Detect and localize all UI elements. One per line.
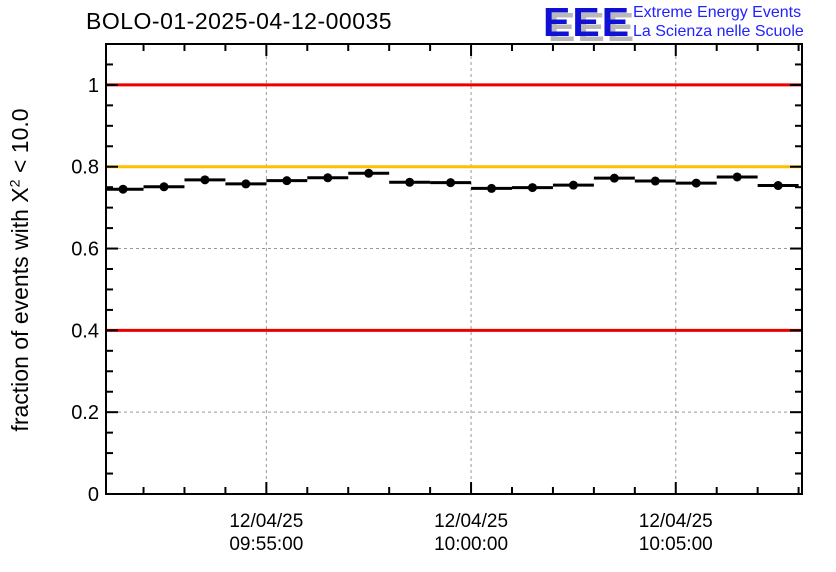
y-axis-title-superscript: 2	[7, 179, 24, 188]
chart-title: BOLO-01-2025-04-12-00035	[86, 8, 393, 34]
x-tick-label-date: 12/04/25	[229, 511, 303, 532]
data-point-marker	[609, 173, 619, 183]
x-tick-label-date: 12/04/25	[434, 511, 508, 532]
data-point-marker	[405, 177, 415, 187]
eee-logo-tagline: Extreme Energy Events La Scienza nelle S…	[633, 3, 804, 41]
x-tick-label-time: 10:05:00	[639, 534, 713, 555]
eee-logo-acronym: EEE	[543, 0, 632, 45]
data-point-marker	[241, 179, 251, 189]
eee-logo-tagline-line1: Extreme Energy Events	[633, 4, 802, 21]
data-point-marker	[159, 182, 169, 192]
data-point-marker	[118, 184, 128, 194]
y-tick-label: 0.4	[71, 320, 99, 342]
y-tick-label: 0.2	[71, 402, 99, 424]
data-point-marker	[487, 183, 497, 193]
y-tick-label: 0.6	[71, 239, 99, 261]
x-tick-label-date: 12/04/25	[639, 511, 713, 532]
data-point-marker	[650, 176, 660, 186]
y-tick-label: 0.8	[71, 157, 99, 179]
data-point-marker	[773, 181, 783, 191]
x-tick-label-time: 10:00:00	[434, 534, 508, 555]
y-axis-title: fraction of events with X2 < 10.0	[7, 40, 35, 500]
data-point-marker	[732, 172, 742, 182]
data-point-marker	[200, 175, 210, 185]
data-point-marker	[691, 178, 701, 188]
x-tick-label-time: 09:55:00	[229, 534, 303, 555]
chart-frame	[105, 43, 803, 495]
y-tick-label: 1	[88, 75, 99, 97]
data-point-marker	[364, 168, 374, 178]
data-point-marker	[446, 178, 456, 188]
y-axis-title-suffix: < 10.0	[7, 108, 33, 180]
data-point-marker	[527, 183, 537, 193]
data-point-marker	[568, 180, 578, 190]
y-tick-label: 0	[88, 484, 99, 506]
data-point-marker	[323, 173, 333, 183]
eee-logo-tagline-line2: La Scienza nelle Scuole	[633, 23, 804, 40]
y-axis-title-prefix: fraction of events with X	[7, 187, 33, 432]
data-point-marker	[282, 176, 292, 186]
